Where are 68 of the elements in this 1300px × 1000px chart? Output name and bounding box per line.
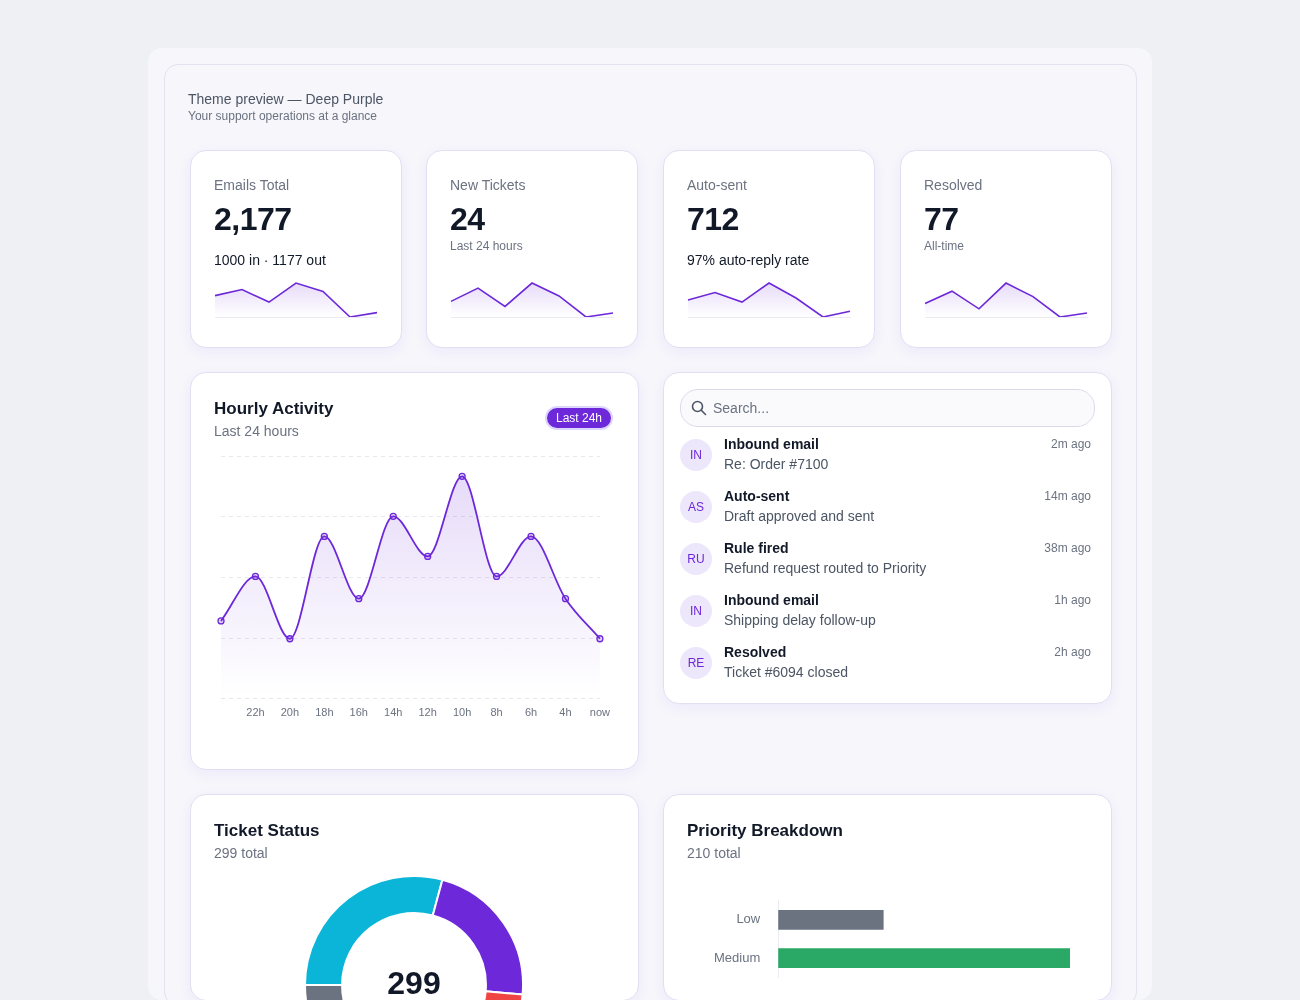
x-tick-label: 18h [315, 706, 334, 719]
text: Re: Order #7100 [724, 456, 829, 472]
text: All-time [924, 239, 965, 253]
text: 2,177 [214, 201, 292, 238]
avatar-circle: IN [680, 595, 712, 627]
point [355, 595, 363, 603]
point [596, 635, 604, 643]
text: Last 24 hours [450, 239, 523, 253]
text: Shipping delay follow-up [724, 612, 876, 628]
chart-title: Ticket Status [214, 821, 320, 841]
y-tick-label: Medium [713, 949, 761, 965]
text: 299 [386, 965, 442, 1000]
text: Search... [713, 400, 770, 416]
chart-title: New Tickets [450, 177, 526, 193]
text: 14m ago [1044, 489, 1091, 503]
text: Draft approved and sent [724, 508, 875, 524]
x-tick-label: 22h [246, 706, 265, 719]
point [251, 572, 260, 581]
text: Refund request routed to Priority [724, 560, 927, 576]
x-tick-label: 12h [418, 706, 437, 719]
chart-title: Priority Breakdown [687, 821, 843, 841]
x-tick-label: 16h [349, 706, 368, 719]
text: Ticket #6094 closed [724, 664, 848, 680]
chart-subtitle: Last 24 hours [214, 423, 299, 439]
x-tick-label: now [589, 706, 611, 719]
point [424, 552, 432, 561]
text: Auto-sent [724, 488, 790, 504]
text: Inbound email [724, 592, 819, 608]
x-tick-label: 14h [384, 706, 403, 719]
text: Resolved [724, 644, 787, 660]
text: Last 24h [544, 406, 613, 430]
text: 2m ago [1050, 437, 1091, 451]
avatar-circle: RU [680, 543, 712, 575]
text: Rule fired [724, 540, 789, 556]
text: 77 [924, 201, 959, 238]
text: 24 [450, 201, 485, 238]
text: Theme preview — Deep Purple [188, 91, 384, 107]
text: Your support operations at a glance [188, 109, 378, 123]
avatar-circle: AS [680, 491, 712, 523]
x-tick-label: 10h [452, 706, 472, 719]
y-tick-label: Low [736, 911, 761, 927]
point [458, 472, 466, 480]
x-tick-label: 8h [490, 706, 503, 719]
x-tick-label: 6h [524, 706, 538, 719]
x-tick-label: 4h [559, 706, 572, 719]
chart-title: Resolved [924, 177, 983, 193]
text: 712 [687, 201, 739, 238]
point [320, 532, 328, 541]
point [389, 512, 397, 521]
avatar-circle: IN [680, 439, 712, 471]
text: 97% auto-reply rate [687, 252, 810, 268]
chart-subtitle: 210 total [687, 845, 741, 861]
text: Inbound email [724, 436, 819, 452]
text: 2h ago [1054, 645, 1091, 659]
x-tick-label: 20h [280, 706, 300, 719]
chart-subtitle: 299 total [214, 845, 268, 861]
avatar-circle: RE [680, 647, 712, 679]
point [561, 595, 570, 603]
point [217, 617, 225, 625]
text: 38m ago [1044, 541, 1091, 555]
text: 1000 in · 1177 out [214, 252, 326, 268]
text: 1h ago [1054, 593, 1091, 607]
point [286, 635, 294, 643]
chart-title: Hourly Activity [214, 399, 334, 419]
point [492, 572, 501, 581]
chart-title: Emails Total [214, 177, 290, 193]
point [527, 532, 535, 541]
chart-title: Auto-sent [687, 177, 747, 193]
